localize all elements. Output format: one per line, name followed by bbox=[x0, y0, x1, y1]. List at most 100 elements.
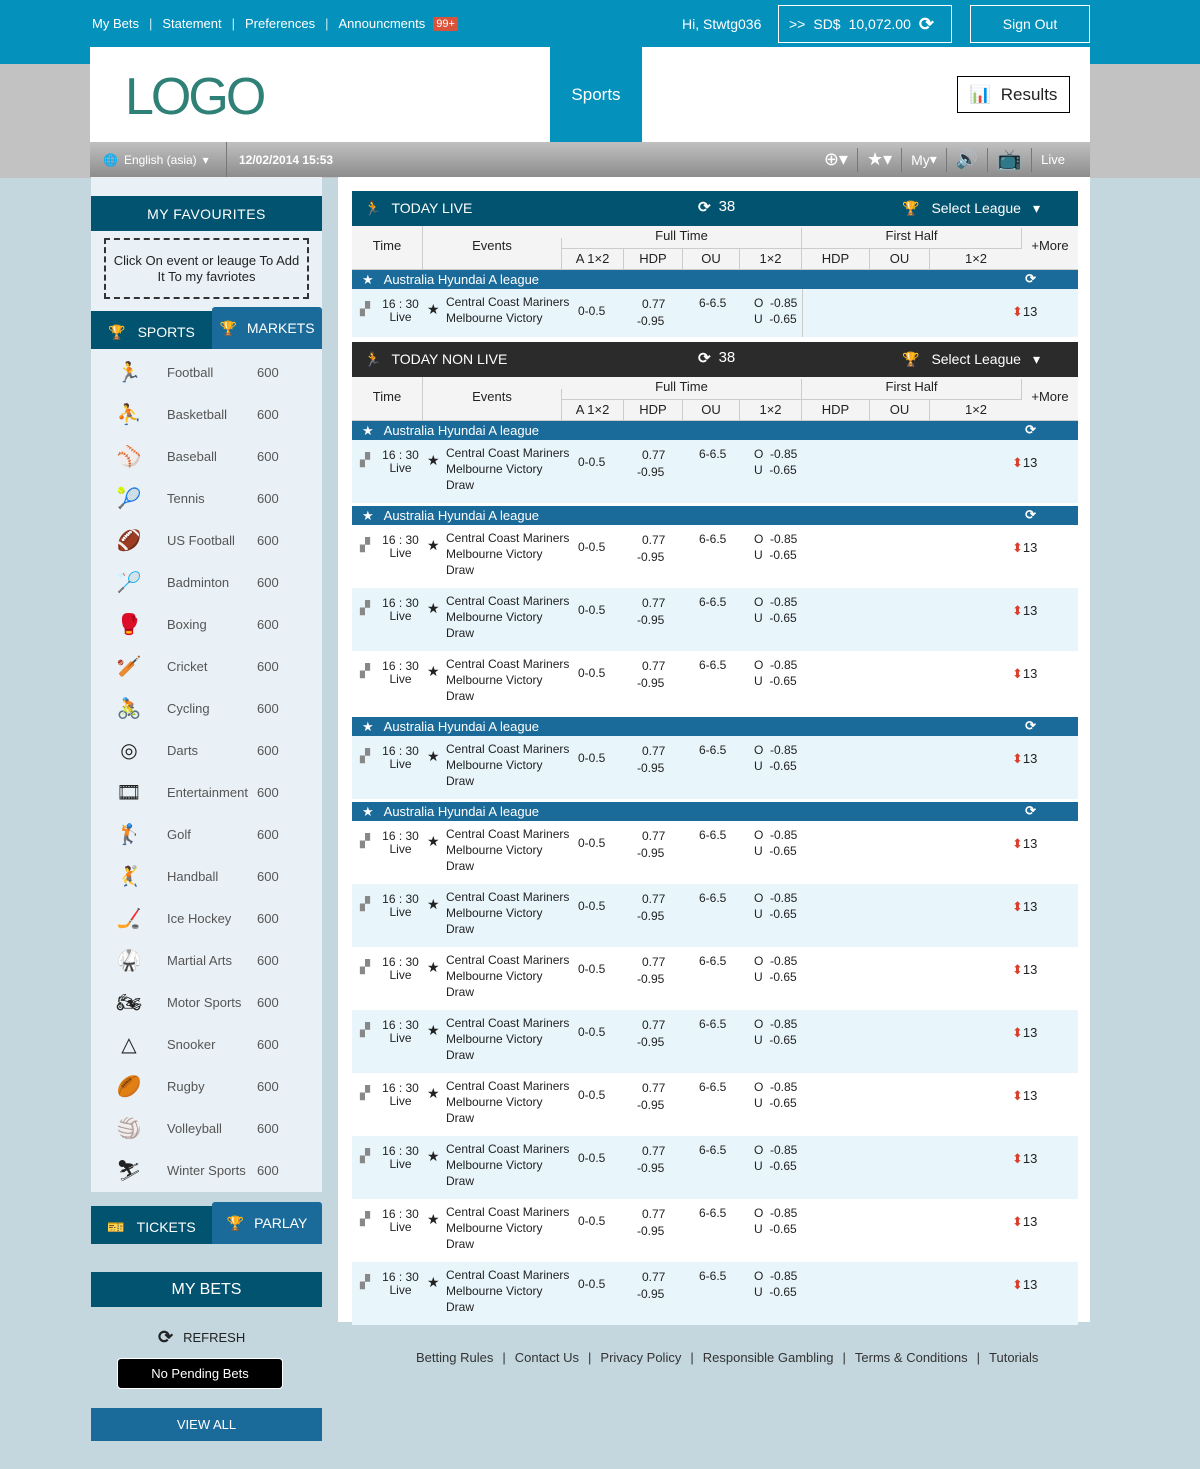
a1x2-odds[interactable]: 0-0.5 bbox=[578, 1088, 606, 1102]
league-header[interactable]: ★ Australia Hyundai A league ⟳ bbox=[352, 717, 1078, 736]
draw-label[interactable]: Draw bbox=[446, 1237, 475, 1251]
star-icon[interactable]: ★▾ bbox=[856, 147, 901, 172]
more-markets[interactable]: ⬍13 bbox=[1012, 1151, 1037, 1167]
a1x2-odds[interactable]: 0-0.5 bbox=[578, 1025, 606, 1039]
favourite-star-icon[interactable]: ★ bbox=[427, 452, 440, 468]
footer-link-terms-conditions[interactable]: Terms & Conditions bbox=[854, 1350, 968, 1365]
sound-icon[interactable]: 🔊 bbox=[945, 147, 987, 172]
hdp-home-odds[interactable]: 0.77 bbox=[642, 1207, 666, 1221]
ou-line[interactable]: 6-6.5 bbox=[699, 1269, 727, 1283]
view-all-button[interactable]: VIEW ALL bbox=[91, 1408, 322, 1441]
more-markets[interactable]: ⬍13 bbox=[1012, 1277, 1037, 1293]
favourite-star-icon[interactable]: ★ bbox=[427, 301, 440, 317]
hdp-home-odds[interactable]: 0.77 bbox=[642, 744, 666, 758]
draw-label[interactable]: Draw bbox=[446, 1111, 475, 1125]
away-team[interactable]: Melbourne Victory bbox=[446, 547, 543, 561]
sidebar-item-boxing[interactable]: 🥊 Boxing 600 bbox=[91, 603, 322, 645]
draw-label[interactable]: Draw bbox=[446, 1048, 475, 1062]
favourite-star-icon[interactable]: ★ bbox=[427, 1085, 440, 1101]
favourite-star-icon[interactable]: ★ bbox=[427, 537, 440, 553]
sidebar-item-cycling[interactable]: 🚴 Cycling 600 bbox=[91, 687, 322, 729]
draw-label[interactable]: Draw bbox=[446, 1300, 475, 1314]
ou-line[interactable]: 6-6.5 bbox=[699, 1017, 727, 1031]
draw-label[interactable]: Draw bbox=[446, 1174, 475, 1188]
sidebar-item-darts[interactable]: ◎ Darts 600 bbox=[91, 729, 322, 771]
refresh-icon[interactable]: ⟳ bbox=[698, 199, 711, 216]
star-icon[interactable]: ★ bbox=[362, 422, 374, 438]
footer-link-responsible-gambling[interactable]: Responsible Gambling bbox=[702, 1350, 834, 1365]
sidebar-item-golf[interactable]: 🏌 Golf 600 bbox=[91, 813, 322, 855]
home-team[interactable]: Central Coast Mariners bbox=[446, 742, 570, 756]
stats-icon[interactable]: ▞ bbox=[360, 1022, 370, 1037]
ou-line[interactable]: 6-6.5 bbox=[699, 658, 727, 672]
more-markets[interactable]: ⬍13 bbox=[1012, 666, 1037, 682]
sidebar-item-rugby[interactable]: 🏉 Rugby 600 bbox=[91, 1065, 322, 1107]
match-row[interactable]: ▞ 16 : 30 Live ★ Central Coast Mariners Melbo… bbox=[352, 525, 1078, 588]
over-odds[interactable]: O -0.85 bbox=[754, 595, 798, 609]
draw-label[interactable]: Draw bbox=[446, 859, 475, 873]
draw-label[interactable]: Draw bbox=[446, 985, 475, 999]
col-more[interactable]: +More bbox=[1031, 238, 1069, 253]
sidebar-item-winter-sports[interactable]: ⛷ Winter Sports 600 bbox=[91, 1149, 322, 1191]
stats-icon[interactable]: ▞ bbox=[360, 452, 370, 467]
footer-link-privacy-policy[interactable]: Privacy Policy bbox=[600, 1350, 682, 1365]
match-row[interactable]: ▞ 16 : 30 Live ★ Central Coast Mariners Melbo… bbox=[352, 1199, 1078, 1262]
star-icon[interactable]: ★ bbox=[362, 803, 374, 819]
favourite-star-icon[interactable]: ★ bbox=[427, 896, 440, 912]
away-team[interactable]: Melbourne Victory bbox=[446, 758, 543, 772]
match-row[interactable]: ▞ 16 : 30 Live ★ Central Coast Mariners Melbo… bbox=[352, 736, 1078, 799]
sidebar-item-basketball[interactable]: ⛹ Basketball 600 bbox=[91, 393, 322, 435]
home-team[interactable]: Central Coast Mariners bbox=[446, 531, 570, 545]
select-league-dropdown[interactable]: 🏆 Select League ▾ bbox=[902, 200, 1040, 217]
ou-line[interactable]: 6-6.5 bbox=[699, 891, 727, 905]
home-team[interactable]: Central Coast Mariners bbox=[446, 953, 570, 967]
ou-line[interactable]: 6-6.5 bbox=[699, 595, 727, 609]
home-team[interactable]: Central Coast Mariners bbox=[446, 1268, 570, 1282]
star-icon[interactable]: ★ bbox=[362, 718, 374, 734]
col-more[interactable]: +More bbox=[1031, 389, 1069, 404]
league-header[interactable]: ★ Australia Hyundai A league ⟳ bbox=[352, 506, 1078, 525]
away-team[interactable]: Melbourne Victory bbox=[446, 462, 543, 476]
more-markets[interactable]: ⬍13 bbox=[1012, 1025, 1037, 1041]
a1x2-odds[interactable]: 0-0.5 bbox=[578, 751, 606, 765]
match-row[interactable]: ▞ 16 : 30 Live ★ Central Coast Mariners Melbo… bbox=[352, 289, 1078, 337]
under-odds[interactable]: U -0.65 bbox=[754, 907, 797, 921]
more-markets[interactable]: ⬍13 bbox=[1012, 899, 1037, 915]
draw-label[interactable]: Draw bbox=[446, 689, 475, 703]
a1x2-odds[interactable]: 0-0.5 bbox=[578, 304, 606, 318]
sidebar-item-cricket[interactable]: 🏏 Cricket 600 bbox=[91, 645, 322, 687]
away-team[interactable]: Melbourne Victory bbox=[446, 843, 543, 857]
sidebar-item-badminton[interactable]: 🏸 Badminton 600 bbox=[91, 561, 322, 603]
favourite-star-icon[interactable]: ★ bbox=[427, 600, 440, 616]
more-markets[interactable]: ⬍13 bbox=[1012, 751, 1037, 767]
stats-icon[interactable]: ▞ bbox=[360, 959, 370, 974]
match-row[interactable]: ▞ 16 : 30 Live ★ Central Coast Mariners Melbo… bbox=[352, 1136, 1078, 1199]
under-odds[interactable]: U -0.65 bbox=[754, 1159, 797, 1173]
tab-parlay[interactable]: 🏆 PARLAY bbox=[212, 1202, 322, 1244]
under-odds[interactable]: U -0.65 bbox=[754, 674, 797, 688]
favourite-star-icon[interactable]: ★ bbox=[427, 748, 440, 764]
ou-line[interactable]: 6-6.5 bbox=[699, 1206, 727, 1220]
refresh-icon[interactable]: ⟳ bbox=[1025, 271, 1036, 286]
home-team[interactable]: Central Coast Mariners bbox=[446, 827, 570, 841]
over-odds[interactable]: O -0.85 bbox=[754, 1017, 798, 1031]
hdp-home-odds[interactable]: 0.77 bbox=[642, 1018, 666, 1032]
favourite-star-icon[interactable]: ★ bbox=[427, 1022, 440, 1038]
refresh-icon[interactable]: ⟳ bbox=[1025, 718, 1036, 733]
my-bets-link[interactable]: My Bets bbox=[92, 16, 139, 31]
over-odds[interactable]: O -0.85 bbox=[754, 828, 798, 842]
hdp-away-odds[interactable]: -0.95 bbox=[637, 1035, 665, 1049]
ou-line[interactable]: 6-6.5 bbox=[699, 743, 727, 757]
a1x2-odds[interactable]: 0-0.5 bbox=[578, 1151, 606, 1165]
footer-link-contact-us[interactable]: Contact Us bbox=[514, 1350, 580, 1365]
draw-label[interactable]: Draw bbox=[446, 774, 475, 788]
more-markets[interactable]: ⬍13 bbox=[1012, 1214, 1037, 1230]
stats-icon[interactable]: ▞ bbox=[360, 301, 370, 316]
hdp-away-odds[interactable]: -0.95 bbox=[637, 1287, 665, 1301]
hdp-home-odds[interactable]: 0.77 bbox=[642, 955, 666, 969]
hdp-away-odds[interactable]: -0.95 bbox=[637, 909, 665, 923]
more-markets[interactable]: ⬍13 bbox=[1012, 836, 1037, 852]
under-odds[interactable]: U -0.65 bbox=[754, 1033, 797, 1047]
stats-icon[interactable]: ▞ bbox=[360, 833, 370, 848]
hdp-home-odds[interactable]: 0.77 bbox=[642, 1081, 666, 1095]
